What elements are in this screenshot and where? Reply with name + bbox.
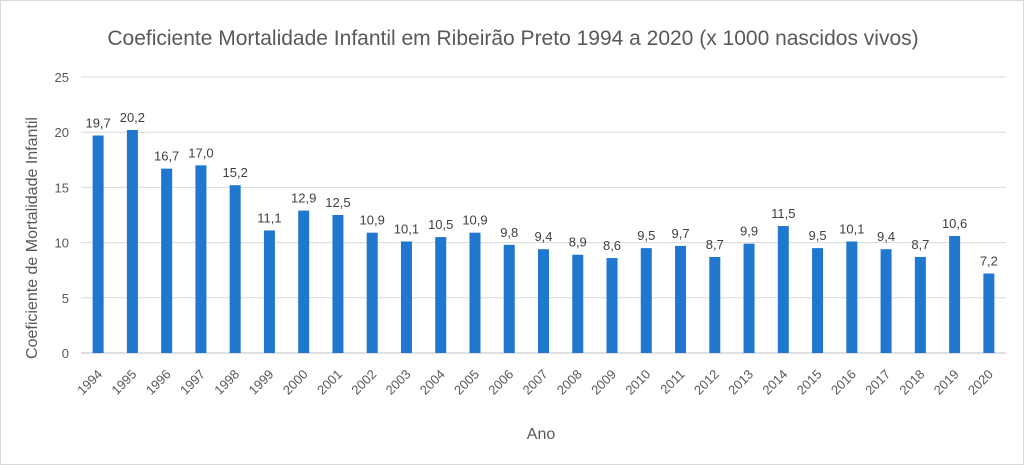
bar-2020: [983, 273, 995, 353]
bar-2000: [298, 210, 310, 353]
x-tick-label-2009: 2009: [588, 367, 619, 398]
bar-2004: [435, 237, 447, 353]
x-tick-label-2018: 2018: [896, 367, 927, 398]
x-tick-label-2016: 2016: [828, 367, 859, 398]
data-label-2006: 9,8: [500, 225, 518, 240]
data-label-2000: 12,9: [291, 191, 316, 206]
bar-2017: [880, 249, 892, 353]
bar-2005: [469, 232, 481, 353]
bar-2006: [503, 244, 515, 353]
data-label-1998: 15,2: [223, 165, 248, 180]
bar-1996: [161, 168, 173, 353]
y-tick-label: 0: [62, 346, 69, 361]
x-tick-label-2001: 2001: [314, 367, 345, 398]
data-label-2003: 10,1: [394, 221, 419, 236]
data-label-2017: 9,4: [877, 229, 895, 244]
data-label-2012: 8,7: [706, 237, 724, 252]
y-tick-label: 25: [55, 70, 69, 85]
data-label-2005: 10,9: [462, 213, 487, 228]
bars: [92, 129, 995, 353]
data-label-2016: 10,1: [839, 221, 864, 236]
x-tick-label-2004: 2004: [417, 367, 448, 398]
chart-title: Coeficiente Mortalidade Infantil em Ribe…: [107, 27, 918, 50]
x-axis-title: Ano: [527, 426, 556, 443]
bar-2010: [640, 248, 652, 353]
bar-2011: [675, 245, 687, 353]
data-label-1995: 20,2: [120, 110, 145, 125]
bar-2015: [812, 248, 824, 353]
y-tick-label: 10: [55, 236, 69, 251]
data-label-2010: 9,5: [637, 228, 655, 243]
data-label-1994: 19,7: [85, 116, 110, 131]
bar-2019: [949, 235, 961, 353]
y-axis-title: Coeficiente de Mortalidade Infantil: [24, 117, 41, 359]
data-label-2015: 9,5: [809, 228, 827, 243]
y-tick-label: 20: [55, 125, 69, 140]
x-tick-label-2017: 2017: [862, 367, 893, 398]
bar-2001: [332, 215, 344, 353]
x-tick-label-1996: 1996: [143, 367, 174, 398]
bar-2007: [538, 249, 549, 353]
data-label-1997: 17,0: [188, 145, 213, 160]
data-label-2018: 8,7: [911, 237, 929, 252]
x-tick-label-1997: 1997: [177, 367, 208, 398]
x-tick-label-2007: 2007: [520, 367, 551, 398]
x-tick-label-1994: 1994: [74, 367, 105, 398]
data-label-2020: 7,2: [980, 254, 998, 269]
x-tick-label-2002: 2002: [348, 367, 379, 398]
x-tick-label-2010: 2010: [622, 367, 653, 398]
x-tick-label-2011: 2011: [657, 367, 687, 397]
data-label-2009: 8,6: [603, 238, 621, 253]
x-tick-label-2014: 2014: [759, 367, 790, 398]
y-tick-label: 5: [62, 291, 69, 306]
x-tick-label-2008: 2008: [554, 367, 585, 398]
data-label-2001: 12,5: [325, 195, 350, 210]
data-label-2008: 8,9: [569, 235, 587, 250]
x-tick-label-2019: 2019: [931, 367, 962, 398]
data-label-2002: 10,9: [360, 213, 385, 228]
x-tick-label-2020: 2020: [965, 367, 996, 398]
x-tick-label-1998: 1998: [211, 367, 242, 398]
x-tick-label-2006: 2006: [485, 367, 516, 398]
data-label-2014: 11,5: [771, 206, 795, 221]
data-labels: 19,7 20,2 16,7 17,0 15,2 11,1 12,9 12,5 10,9 10,1…: [85, 110, 997, 269]
bar-2002: [366, 232, 378, 353]
bar-2009: [606, 258, 618, 353]
bar-1997: [195, 165, 207, 353]
x-tick-label-2005: 2005: [451, 367, 482, 398]
data-label-2007: 9,4: [534, 229, 552, 244]
bar-2003: [400, 241, 412, 353]
data-label-1999: 11,1: [257, 210, 281, 225]
x-tick-label-2000: 2000: [280, 367, 311, 398]
bar-2016: [846, 241, 858, 353]
x-tick-label-2015: 2015: [794, 367, 825, 398]
bar-2008: [572, 254, 584, 353]
bar-2014: [777, 226, 789, 353]
bar-1994: [92, 135, 104, 353]
x-tick-label-1995: 1995: [108, 367, 139, 398]
x-tick-label-2012: 2012: [691, 367, 722, 398]
data-label-2019: 10,6: [942, 216, 967, 231]
y-axis-ticks: 0 5 10 15 20 25: [55, 70, 69, 361]
bar-2018: [914, 256, 926, 353]
bar-2013: [743, 243, 755, 353]
y-tick-label: 15: [55, 180, 69, 195]
x-tick-label-2013: 2013: [725, 367, 756, 398]
x-axis-ticks: 1994 1995 1996 1997 1998 1999 2000 2001 2002 2003…: [74, 367, 996, 398]
x-tick-label-2003: 2003: [383, 367, 414, 398]
bar-1998: [229, 185, 241, 353]
bar-1995: [126, 129, 138, 353]
data-label-2004: 10,5: [428, 217, 453, 232]
data-label-2011: 9,7: [671, 226, 689, 241]
bar-1999: [263, 230, 275, 353]
x-tick-label-1999: 1999: [245, 367, 276, 398]
bar-2012: [709, 256, 721, 353]
data-label-2013: 9,9: [740, 224, 758, 239]
data-label-1996: 16,7: [154, 149, 179, 164]
